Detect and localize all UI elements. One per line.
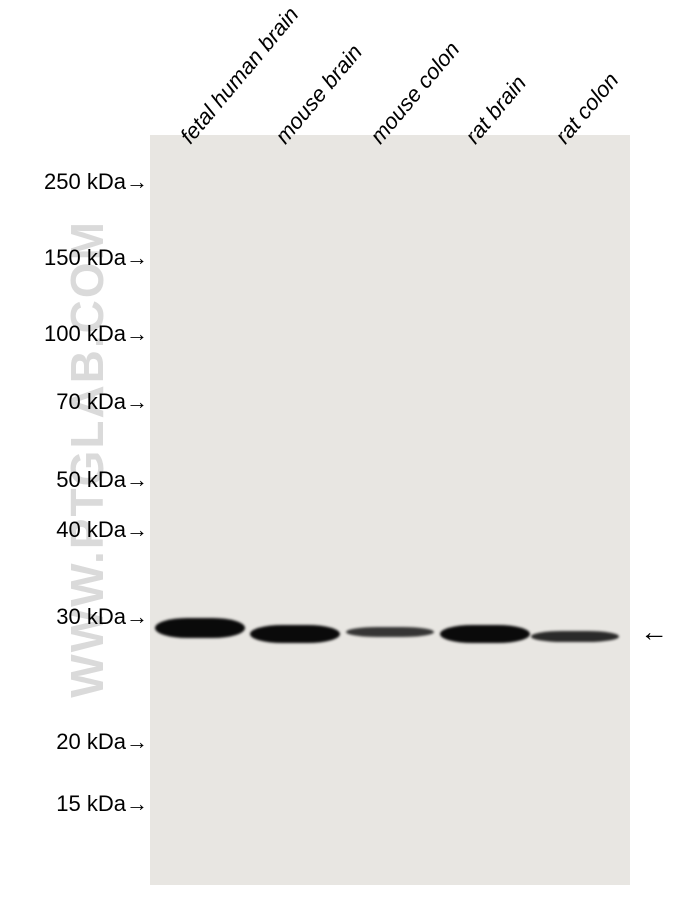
mw-marker-label: 150 kDa→ bbox=[44, 245, 148, 271]
blot-membrane bbox=[150, 135, 630, 885]
mw-marker-label: 250 kDa→ bbox=[44, 169, 148, 195]
lane-label: mouse colon bbox=[365, 37, 465, 149]
blot-band bbox=[155, 618, 245, 638]
mw-marker-label: 20 kDa→ bbox=[56, 729, 148, 755]
mw-marker-label: 15 kDa→ bbox=[56, 791, 148, 817]
western-blot-figure: WWW.PTGLAB.COM fetal human brainmouse br… bbox=[0, 0, 700, 903]
mw-marker-label: 50 kDa→ bbox=[56, 467, 148, 493]
mw-marker-label: 40 kDa→ bbox=[56, 517, 148, 543]
mw-marker-label: 70 kDa→ bbox=[56, 389, 148, 415]
blot-band bbox=[346, 627, 434, 637]
mw-marker-label: 100 kDa→ bbox=[44, 321, 148, 347]
mw-marker-label: 30 kDa→ bbox=[56, 604, 148, 630]
target-band-arrow-icon: ← bbox=[640, 616, 668, 648]
blot-band bbox=[250, 625, 340, 643]
blot-band bbox=[440, 625, 530, 643]
lane-label: mouse brain bbox=[270, 40, 368, 149]
blot-band bbox=[531, 631, 619, 642]
